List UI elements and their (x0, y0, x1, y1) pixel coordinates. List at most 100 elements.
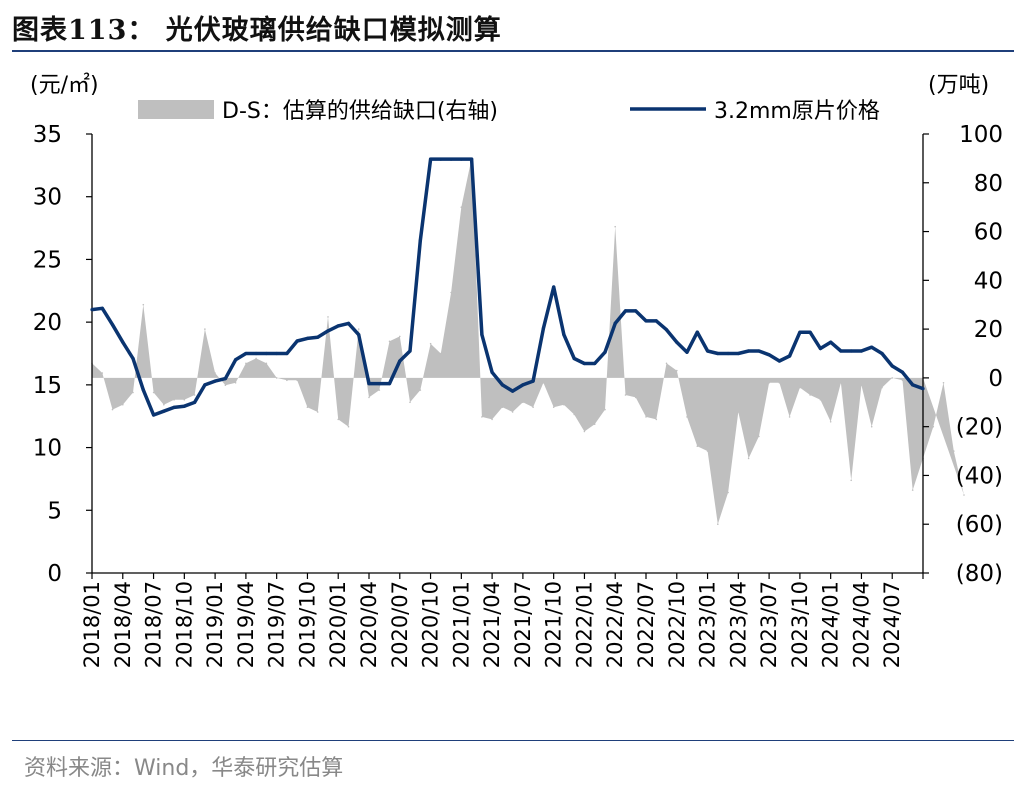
supply-gap-point (142, 303, 145, 306)
price-point (172, 405, 176, 409)
x-tick-label: 2021/07 (511, 581, 535, 668)
x-tick-label: 2019/04 (234, 581, 258, 668)
supply-gap-point (911, 489, 914, 491)
supply-gap-point (357, 328, 360, 330)
supply-gap-point (378, 389, 381, 391)
price-point (316, 335, 320, 339)
supply-gap-point (532, 406, 534, 409)
price-point (767, 353, 771, 357)
left-tick-label: 5 (47, 498, 62, 524)
right-tick-label: (40) (956, 463, 1003, 489)
supply-gap-point (717, 523, 719, 525)
supply-gap-point (296, 379, 299, 382)
supply-gap-point (809, 394, 811, 396)
supply-gap-point (655, 418, 658, 421)
supply-gap-point (316, 411, 319, 413)
supply-gap-point (778, 382, 781, 384)
price-point (695, 330, 699, 334)
price-point (90, 308, 94, 312)
x-tick-label: 2020/04 (357, 581, 381, 668)
x-tick-label: 2024/04 (849, 581, 873, 668)
x-tick-label: 2020/01 (326, 581, 350, 668)
price-point (849, 349, 853, 353)
price-point (244, 351, 248, 356)
supply-gap-point (481, 416, 483, 418)
supply-gap-point (870, 425, 873, 428)
price-point (223, 377, 227, 381)
x-tick-label: 2020/07 (388, 581, 412, 668)
x-tick-label: 2022/07 (634, 581, 658, 668)
supply-gap-point (450, 291, 452, 294)
title-divider (12, 50, 1014, 52)
supply-gap-point (850, 479, 852, 482)
supply-gap-point (542, 382, 545, 384)
supply-gap-point (183, 399, 186, 401)
price-point (736, 351, 740, 356)
supply-gap-area (92, 158, 964, 525)
price-point (141, 388, 145, 392)
x-tick-label: 2018/04 (111, 581, 135, 668)
price-point (798, 330, 802, 334)
supply-gap-point (511, 411, 514, 413)
x-tick-label: 2020/10 (419, 581, 443, 668)
price-point (285, 351, 289, 356)
x-tick-label: 2022/04 (603, 581, 627, 668)
right-tick-label: 100 (959, 122, 1003, 148)
supply-gap-point (624, 394, 627, 396)
supply-gap-point (306, 406, 309, 409)
supply-gap-point (963, 494, 965, 496)
price-point (634, 309, 638, 313)
supply-gap-point (491, 418, 493, 421)
price-point (336, 324, 340, 328)
supply-gap-point (337, 418, 340, 421)
price-line (91, 157, 924, 417)
x-tick-label: 2023/04 (726, 581, 750, 668)
supply-gap-point (563, 403, 565, 406)
price-point (777, 359, 782, 363)
legend-label-area: D-S：估算的供给缺口(右轴) (222, 99, 498, 124)
x-tick-label: 2023/10 (788, 581, 812, 668)
right-tick-label: (60) (956, 512, 1003, 538)
price-point (747, 349, 751, 353)
supply-gap-point (388, 340, 391, 343)
price-point (264, 351, 268, 356)
x-tick-label: 2022/10 (665, 581, 689, 668)
price-point (685, 350, 689, 354)
price-point (510, 389, 515, 393)
supply-gap-point (901, 379, 904, 382)
supply-gap-point (122, 403, 124, 406)
price-point (613, 321, 617, 325)
supply-gap-point (881, 386, 883, 389)
supply-gap-point (163, 403, 165, 406)
x-tick-label: 2021/10 (542, 581, 566, 668)
supply-gap-point (634, 396, 637, 399)
right-tick-label: 80 (974, 171, 1003, 197)
price-point (603, 350, 607, 354)
supply-gap-point (593, 423, 596, 426)
price-point (623, 309, 628, 313)
price-point (480, 333, 484, 337)
left-tick-label: 0 (47, 561, 62, 587)
price-point (911, 383, 915, 387)
price-point (459, 157, 463, 161)
supply-gap-point (501, 406, 504, 409)
price-point (182, 404, 186, 408)
source-note: 资料来源：Wind，华泰研究估算 (24, 756, 344, 781)
supply-gap-point (440, 352, 442, 355)
price-point (880, 351, 884, 356)
right-axis-unit: (万吨) (928, 73, 989, 98)
supply-gap-point (399, 335, 401, 338)
supply-gap-point (327, 316, 329, 318)
legend-label-line: 3.2mm原片价格 (714, 99, 880, 124)
price-point (757, 349, 761, 353)
x-tick-label: 2023/01 (696, 581, 720, 668)
left-tick-label: 25 (33, 247, 62, 273)
supply-gap-point (953, 450, 955, 452)
price-point (387, 382, 392, 386)
supply-gap-point (819, 399, 822, 401)
price-point (295, 339, 299, 343)
legend-swatch-area (138, 100, 214, 119)
price-point (562, 333, 566, 337)
supply-gap-point (101, 372, 104, 374)
price-point (572, 356, 576, 361)
